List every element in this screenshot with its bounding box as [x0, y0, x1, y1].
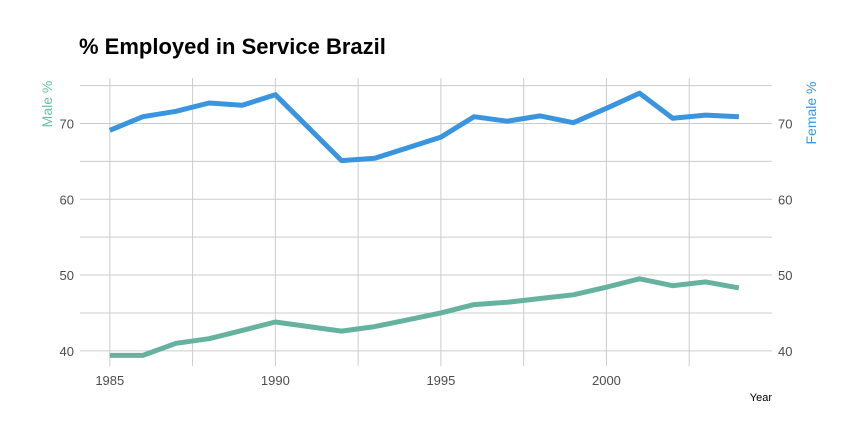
x-tick-label: 1995 [426, 373, 455, 388]
y-tick-label-left: 40 [60, 344, 74, 359]
y-tick-label-left: 60 [60, 192, 74, 207]
series-layer [108, 90, 740, 358]
tick-layer: 40 40 50 50 60 60 70 70 1985 1990 1995 2000 [60, 116, 793, 388]
chart-title: % Employed in Service Brazil [79, 34, 386, 59]
x-tick-label: 1990 [261, 373, 290, 388]
x-axis-title: Year [750, 392, 773, 404]
y-tick-label-left: 50 [60, 268, 74, 283]
y-tick-label-right: 50 [778, 268, 792, 283]
grid-layer [80, 78, 772, 366]
y-tick-label-right: 70 [778, 116, 792, 131]
x-tick-label: 1985 [95, 373, 124, 388]
y-tick-label-right: 60 [778, 192, 792, 207]
y-axis-title-right: Female % [803, 81, 819, 144]
y-axis-title-left: Male % [39, 81, 55, 128]
male-series-line [109, 276, 740, 358]
y-tick-label-right: 40 [778, 344, 792, 359]
y-tick-label-left: 70 [60, 116, 74, 131]
x-tick-label: 2000 [592, 373, 621, 388]
female-series-line [108, 90, 740, 164]
